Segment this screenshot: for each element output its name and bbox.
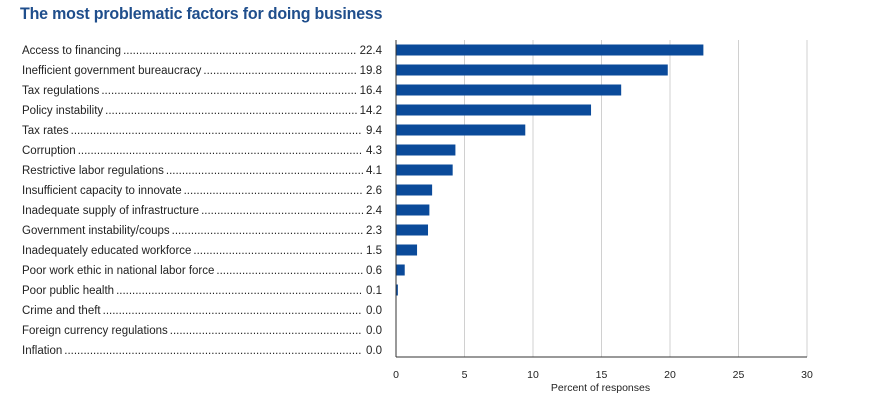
category-label: Foreign currency regulations — [22, 325, 168, 337]
leader-dots: ........................................… — [105, 105, 357, 117]
leader-dots: ........................................… — [103, 305, 362, 317]
x-tick-label: 0 — [393, 369, 399, 381]
category-label: Poor public health — [22, 285, 114, 297]
leader-dots: ........................................… — [116, 285, 362, 297]
value-label: 0.1 — [366, 285, 382, 297]
grid-lines — [464, 40, 808, 357]
bar — [396, 44, 704, 56]
chart-title: The most problematic factors for doing b… — [20, 4, 383, 23]
bar — [396, 144, 456, 156]
value-label: 0.0 — [366, 345, 382, 357]
category-label: Inadequately educated workforce — [22, 245, 191, 257]
value-label: 9.4 — [366, 125, 383, 137]
bars — [396, 44, 704, 296]
value-label: 2.6 — [366, 185, 382, 197]
category-label: Policy instability — [22, 105, 103, 117]
leader-dots: ........................................… — [78, 145, 362, 157]
category-label: Inflation — [22, 345, 62, 357]
x-tick-labels: 0 5 10 15 20 25 30 — [393, 369, 813, 381]
x-tick-label: 5 — [462, 369, 468, 381]
leader-dots: ........................................… — [184, 185, 363, 197]
category-label: Insufficient capacity to innovate — [22, 185, 182, 197]
bar — [396, 284, 398, 296]
leader-dots: ........................................… — [123, 45, 356, 57]
bar — [396, 164, 453, 176]
leader-dots: ........................................… — [170, 325, 362, 337]
category-label: Poor work ethic in national labor force — [22, 265, 214, 277]
leader-dots: ........................................… — [71, 125, 362, 137]
value-label: 0.6 — [366, 265, 382, 277]
leader-dots: ........................................… — [101, 85, 357, 97]
category-label: Crime and theft — [22, 305, 101, 317]
x-tick-label: 15 — [596, 369, 608, 381]
bar — [396, 84, 622, 96]
value-label: 0.0 — [366, 305, 382, 317]
leader-dots: ........................................… — [201, 205, 364, 217]
value-label: 19.8 — [360, 65, 382, 77]
category-label: Inefficient government bureaucracy — [22, 65, 202, 77]
category-label: Tax rates — [22, 125, 69, 137]
x-tick-label: 20 — [664, 369, 676, 381]
bar — [396, 104, 592, 116]
x-tick-label: 30 — [801, 369, 813, 381]
category-label: Tax regulations — [22, 85, 100, 97]
value-label: 1.5 — [366, 245, 382, 257]
category-label: Corruption — [22, 145, 76, 157]
value-label: 14.2 — [360, 105, 382, 117]
category-label: Restrictive labor regulations — [22, 165, 164, 177]
category-label: Access to financing — [22, 45, 121, 57]
leader-dots: ........................................… — [203, 65, 356, 77]
x-tick-label: 25 — [733, 369, 745, 381]
bar — [396, 224, 429, 236]
bar — [396, 64, 668, 76]
leader-dots: ........................................… — [166, 165, 364, 177]
value-label: 2.4 — [366, 205, 383, 217]
bar — [396, 184, 433, 196]
bar — [396, 204, 430, 216]
x-axis-label: Percent of responses — [551, 382, 650, 394]
leader-dots: ........................................… — [172, 225, 364, 237]
x-tick-label: 10 — [527, 369, 539, 381]
leader-dots: ........................................… — [64, 345, 361, 357]
category-labels: Access to financing 22.4.................… — [22, 45, 383, 357]
bar — [396, 264, 405, 276]
bar — [396, 244, 418, 256]
value-label: 16.4 — [360, 85, 383, 97]
value-label: 2.3 — [366, 225, 382, 237]
category-label: Inadequate supply of infrastructure — [22, 205, 199, 217]
leader-dots: ........................................… — [216, 265, 363, 277]
value-label: 4.3 — [366, 145, 382, 157]
value-label: 22.4 — [360, 45, 383, 57]
leader-dots: ........................................… — [193, 245, 362, 257]
bar — [396, 124, 526, 136]
value-label: 0.0 — [366, 325, 382, 337]
category-label: Government instability/coups — [22, 225, 170, 237]
value-label: 4.1 — [366, 165, 382, 177]
